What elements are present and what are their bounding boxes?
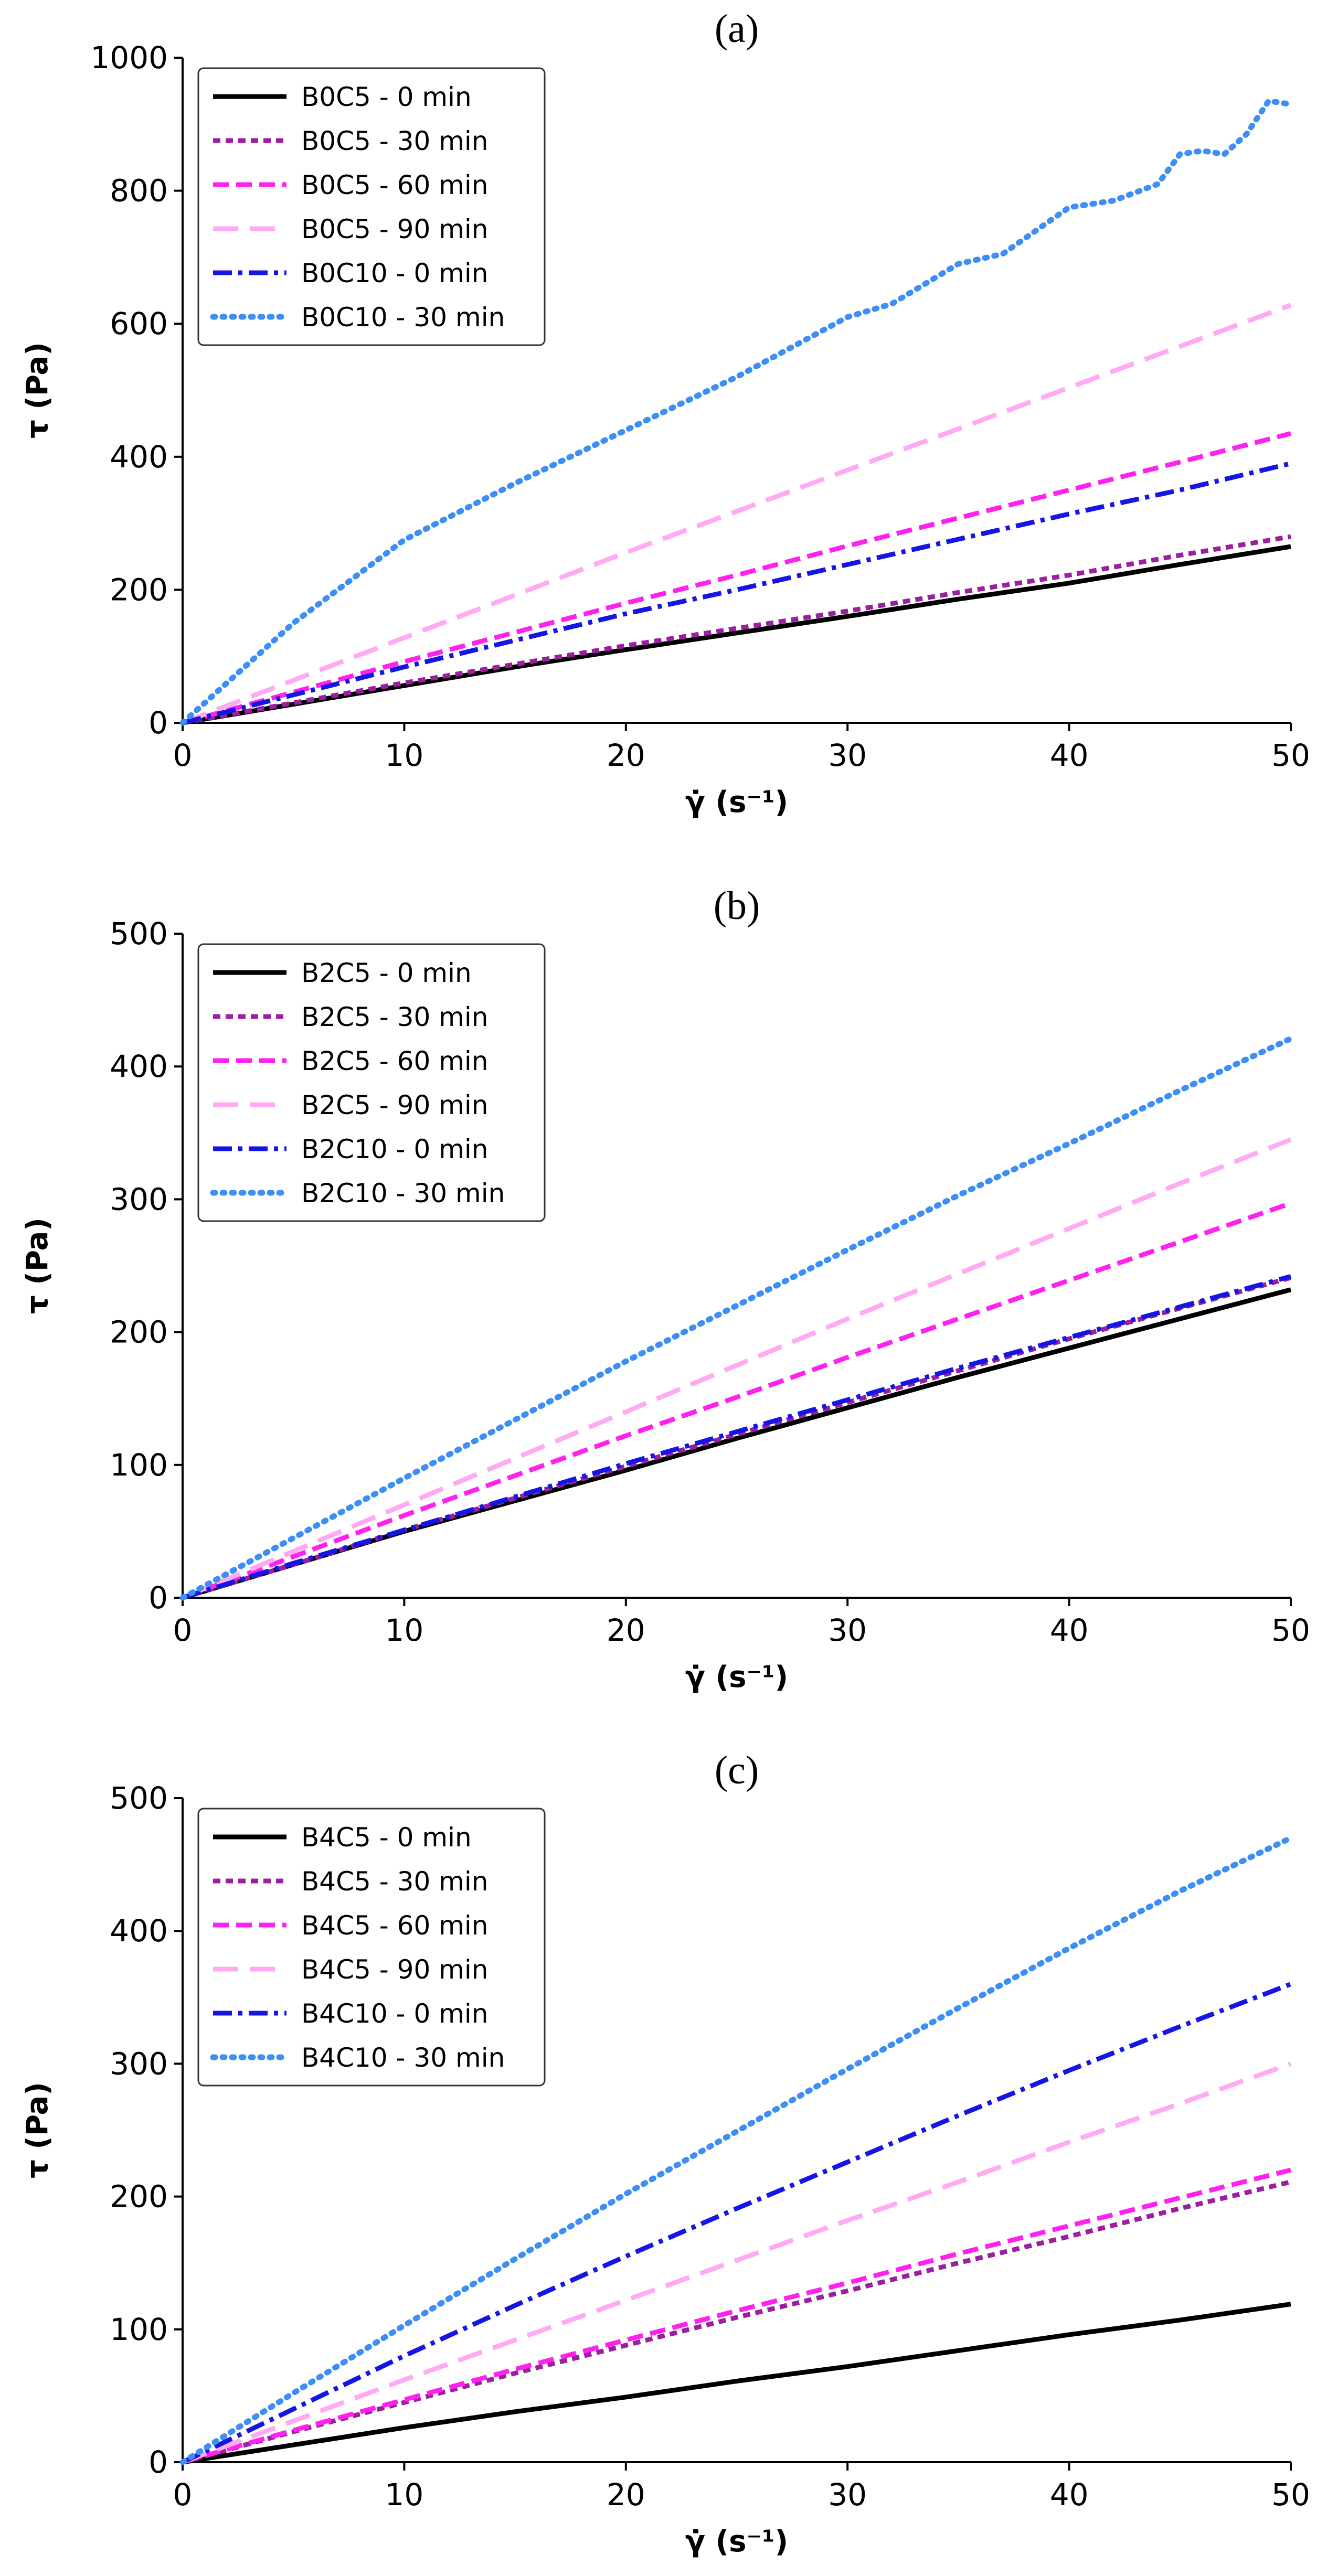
series-line-2 (182, 1201, 1292, 1600)
x-tick-label: 10 (385, 737, 423, 773)
chart-title: (c) (715, 1748, 759, 1792)
series-line-5 (179, 98, 1294, 726)
chart-panel-0: (a) 0 10 20 30 40 50 0 200 400 600 800 1000 γ̇ (s⁻¹) τ… (20, 7, 1310, 819)
legend-label-4: B2C10 - 0 min (301, 1134, 488, 1164)
series-line-0 (182, 1287, 1292, 1600)
legend-label-1: B0C5 - 30 min (301, 126, 488, 156)
legend-label-3: B2C5 - 90 min (301, 1090, 488, 1120)
series-line-3 (182, 2061, 1292, 2465)
legend-label-1: B4C5 - 30 min (301, 1866, 488, 1897)
x-axis-label: γ̇ (s⁻¹) (685, 1660, 788, 1694)
series-line-5 (179, 1035, 1294, 1601)
y-tick-label: 400 (110, 439, 168, 475)
y-tick-label: 200 (110, 572, 168, 607)
legend-label-0: B0C5 - 0 min (301, 82, 472, 112)
legend-label-4: B4C10 - 0 min (301, 1998, 488, 2029)
legend-frame (197, 1808, 546, 2087)
x-tick-label: 40 (1050, 1612, 1089, 1648)
series-line-4 (182, 1982, 1292, 2465)
y-tick-label: 0 (148, 1580, 168, 1616)
legend: B2C5 - 0 min B2C5 - 30 min B2C5 - 60 min B2… (197, 943, 546, 1222)
x-tick-label: 20 (607, 1612, 645, 1648)
y-tick-label: 200 (110, 2179, 168, 2215)
series-line-0 (182, 544, 1291, 725)
legend-label-3: B0C5 - 90 min (301, 214, 488, 244)
legend-label-2: B4C5 - 60 min (301, 1910, 488, 1941)
x-tick-label: 50 (1271, 737, 1310, 773)
series-line-3 (182, 303, 1292, 725)
legend: B0C5 - 0 min B0C5 - 30 min B0C5 - 60 min B0… (197, 67, 546, 346)
legend-frame (197, 67, 546, 346)
x-tick-label: 10 (385, 1612, 423, 1648)
chart-title: (b) (714, 884, 760, 928)
y-tick-label: 1000 (90, 40, 168, 76)
y-tick-label: 800 (110, 173, 168, 209)
legend-label-3: B4C5 - 90 min (301, 1954, 488, 1985)
series-line-3 (182, 1137, 1292, 1600)
legend-label-0: B4C5 - 0 min (301, 1822, 472, 1853)
x-tick-label: 30 (828, 2477, 867, 2513)
y-tick-label: 100 (110, 1447, 168, 1483)
legend-frame (197, 943, 546, 1222)
legend-label-5: B4C10 - 30 min (301, 2043, 505, 2073)
series-line-2 (182, 431, 1292, 725)
x-axis-label: γ̇ (s⁻¹) (685, 785, 788, 819)
series-line-1 (182, 2179, 1292, 2465)
x-tick-label: 50 (1271, 1612, 1310, 1648)
chart-title: (a) (715, 7, 759, 51)
y-tick-label: 0 (148, 705, 168, 741)
x-tick-label: 50 (1271, 2477, 1310, 2513)
y-tick-label: 400 (110, 1913, 168, 1949)
series-line-4 (182, 461, 1292, 725)
legend-label-2: B0C5 - 60 min (301, 170, 488, 200)
x-tick-label: 0 (173, 2477, 193, 2513)
y-tick-label: 500 (110, 1780, 168, 1816)
y-tick-label: 300 (110, 1181, 168, 1217)
y-tick-label: 100 (110, 2312, 168, 2347)
x-tick-label: 30 (828, 1612, 867, 1648)
legend-label-2: B2C5 - 60 min (301, 1046, 488, 1076)
legend: B4C5 - 0 min B4C5 - 30 min B4C5 - 60 min B4… (197, 1808, 546, 2087)
y-tick-label: 300 (110, 2046, 168, 2081)
series-line-4 (182, 1274, 1292, 1600)
legend-label-5: B0C10 - 30 min (301, 302, 505, 333)
x-tick-label: 0 (173, 1612, 193, 1648)
y-axis-label: τ (Pa) (20, 2082, 55, 2178)
x-tick-label: 10 (385, 2477, 423, 2513)
series-line-1 (182, 534, 1291, 725)
x-tick-label: 30 (828, 737, 867, 773)
y-tick-label: 400 (110, 1049, 168, 1084)
legend-label-5: B2C10 - 30 min (301, 1178, 505, 1209)
legend-label-4: B0C10 - 0 min (301, 258, 488, 288)
x-tick-label: 40 (1050, 737, 1089, 773)
x-tick-label: 20 (607, 2477, 645, 2513)
y-tick-label: 0 (148, 2444, 168, 2480)
x-axis-label: γ̇ (s⁻¹) (685, 2525, 788, 2559)
y-axis-label: τ (Pa) (20, 1217, 55, 1314)
series-line-0 (182, 2302, 1291, 2465)
y-tick-label: 500 (110, 916, 168, 952)
y-axis-label: τ (Pa) (20, 342, 55, 439)
y-tick-label: 200 (110, 1314, 168, 1350)
legend-label-0: B2C5 - 0 min (301, 958, 472, 988)
y-tick-label: 600 (110, 306, 168, 341)
x-tick-label: 20 (607, 737, 645, 773)
series-line-2 (182, 2167, 1292, 2465)
legend-label-1: B2C5 - 30 min (301, 1002, 488, 1032)
x-tick-label: 40 (1050, 2477, 1089, 2513)
x-tick-label: 0 (173, 737, 193, 773)
series-line-5 (179, 1835, 1294, 2465)
